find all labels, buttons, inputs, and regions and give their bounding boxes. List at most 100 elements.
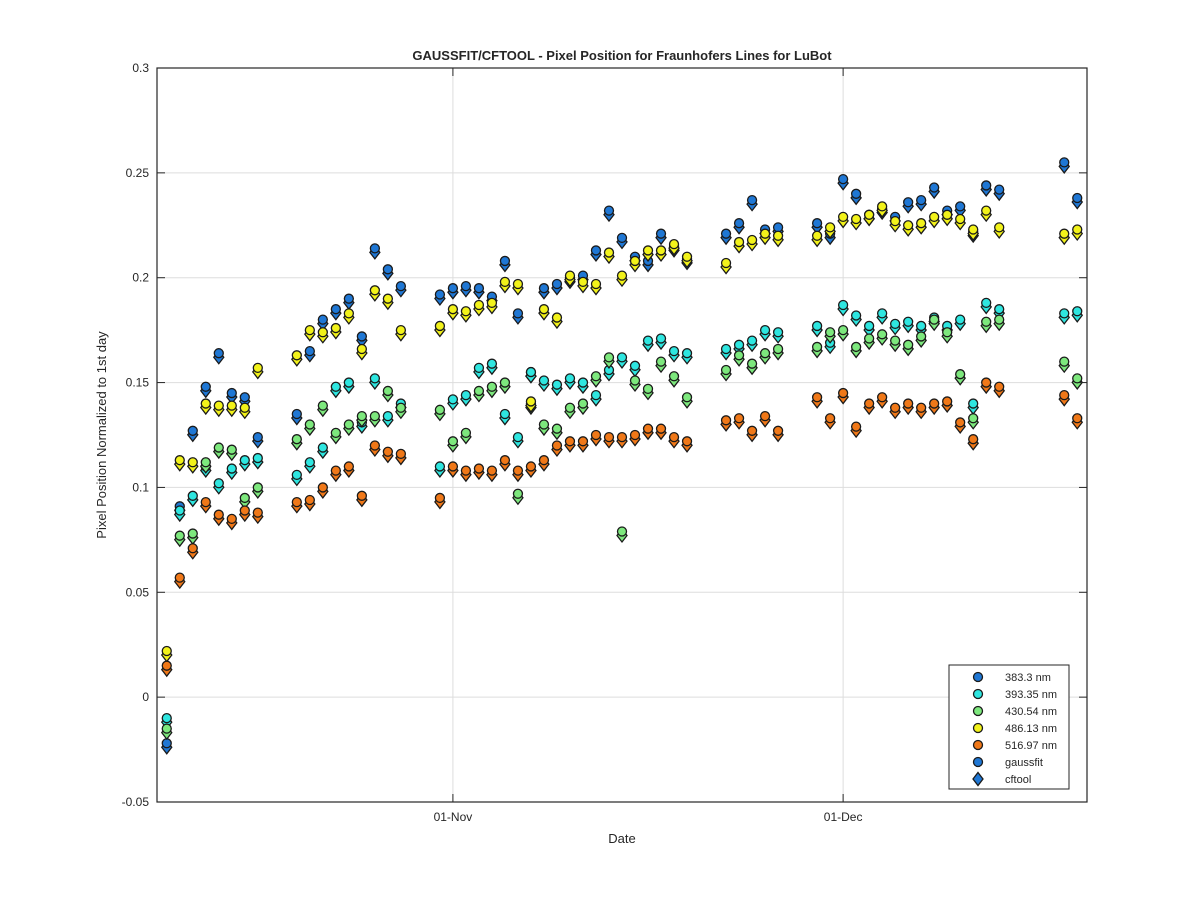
- data-point-gaussfit: [213, 442, 224, 453]
- data-point-gaussfit: [356, 410, 368, 422]
- data-point-gaussfit: [187, 457, 198, 468]
- y-tick-label: 0.05: [126, 585, 150, 599]
- y-axis: -0.05 0 0.05 0.1 0.15 0.2 0.25 0.3: [122, 61, 1087, 809]
- data-point-gaussfit: [668, 345, 680, 357]
- data-point-gaussfit: [733, 236, 745, 248]
- data-point-gaussfit: [1059, 308, 1070, 319]
- data-point-gaussfit: [994, 381, 1005, 392]
- data-point-gaussfit: [343, 377, 355, 388]
- data-point-gaussfit: [616, 232, 628, 244]
- data-point-gaussfit: [551, 278, 563, 290]
- plot-frame: [156, 67, 1088, 803]
- data-point-gaussfit: [929, 211, 940, 223]
- data-point-gaussfit: [161, 660, 172, 671]
- data-point-gaussfit: [955, 201, 966, 212]
- data-point-gaussfit: [304, 324, 315, 336]
- data-point-gaussfit: [460, 280, 472, 292]
- data-point-gaussfit: [538, 375, 550, 386]
- data-point-gaussfit: [577, 276, 589, 288]
- data-point-gaussfit: [955, 314, 966, 325]
- data-point-gaussfit: [304, 457, 315, 468]
- data-point-gaussfit: [903, 220, 914, 231]
- data-point-gaussfit: [733, 339, 745, 350]
- data-point-gaussfit: [174, 455, 185, 466]
- data-point-gaussfit: [577, 436, 589, 447]
- data-point-gaussfit: [200, 381, 211, 392]
- data-point-gaussfit: [226, 400, 237, 411]
- data-point-gaussfit: [889, 215, 901, 227]
- data-point-gaussfit: [811, 320, 823, 332]
- data-point-gaussfit: [447, 461, 459, 472]
- x-tick-label: 01-Nov: [434, 810, 473, 824]
- legend-marker: [972, 771, 984, 787]
- data-point-gaussfit: [863, 333, 875, 344]
- data-point-gaussfit: [929, 398, 940, 409]
- data-point-gaussfit: [916, 402, 927, 413]
- data-point-gaussfit: [486, 381, 498, 392]
- data-point-gaussfit: [395, 402, 407, 413]
- data-point-gaussfit: [681, 251, 693, 262]
- data-point-gaussfit: [213, 400, 224, 411]
- data-point-gaussfit: [746, 194, 758, 206]
- data-point-gaussfit: [226, 463, 237, 474]
- data-point-gaussfit: [642, 245, 654, 256]
- data-point-gaussfit: [525, 461, 537, 472]
- data-point-gaussfit: [668, 431, 680, 443]
- data-point-gaussfit: [447, 304, 459, 315]
- data-point-gaussfit: [929, 182, 940, 193]
- data-point-gaussfit: [473, 463, 485, 474]
- data-point-gaussfit: [512, 308, 524, 319]
- legend-label: gaussfit: [1005, 757, 1043, 769]
- data-point-gaussfit: [512, 465, 524, 476]
- data-point-gaussfit: [981, 316, 992, 327]
- data-point-gaussfit: [746, 358, 758, 369]
- data-point-gaussfit: [369, 440, 381, 451]
- data-point-gaussfit: [473, 283, 485, 294]
- data-point-gaussfit: [239, 455, 250, 466]
- data-point-gaussfit: [187, 543, 198, 554]
- data-point-gaussfit: [200, 457, 211, 468]
- data-point-gaussfit: [994, 314, 1005, 325]
- data-point-gaussfit: [720, 257, 732, 269]
- data-point-gaussfit: [746, 425, 758, 436]
- data-point-gaussfit: [733, 218, 745, 229]
- data-point-gaussfit: [629, 429, 641, 441]
- data-point-gaussfit: [187, 528, 198, 539]
- data-point-gaussfit: [239, 492, 250, 504]
- data-point-gaussfit: [759, 410, 771, 422]
- data-point-gaussfit: [616, 352, 628, 363]
- data-point-gaussfit: [291, 496, 302, 508]
- legend-label: 383.3 nm: [1005, 672, 1051, 684]
- data-point-gaussfit: [434, 289, 446, 300]
- data-point-gaussfit: [837, 299, 849, 311]
- data-point-gaussfit: [499, 255, 511, 267]
- data-point-gaussfit: [317, 314, 328, 325]
- data-point-gaussfit: [655, 423, 667, 434]
- data-point-gaussfit: [929, 314, 940, 325]
- data-point-gaussfit: [564, 402, 576, 413]
- legend-label: 516.97 nm: [1005, 740, 1057, 752]
- data-point-gaussfit: [942, 396, 953, 407]
- data-point-gaussfit: [876, 392, 888, 403]
- data-point-gaussfit: [968, 224, 979, 235]
- data-point-gaussfit: [1072, 192, 1083, 204]
- data-points: [160, 157, 1084, 755]
- data-point-gaussfit: [226, 444, 237, 455]
- y-tick-label: 0.15: [126, 376, 150, 390]
- data-point-gaussfit: [252, 507, 263, 518]
- data-point-gaussfit: [252, 482, 263, 493]
- data-point-gaussfit: [772, 425, 784, 436]
- data-point-gaussfit: [291, 434, 302, 445]
- data-point-gaussfit: [382, 293, 394, 304]
- data-point-gaussfit: [994, 304, 1005, 315]
- data-point-gaussfit: [655, 228, 667, 239]
- data-point-gaussfit: [356, 331, 368, 342]
- data-point-gaussfit: [903, 197, 914, 208]
- data-point-gaussfit: [981, 377, 992, 388]
- data-point-gaussfit: [577, 377, 589, 388]
- data-point-gaussfit: [343, 293, 355, 304]
- data-point-gaussfit: [239, 402, 250, 413]
- data-point-gaussfit: [304, 494, 315, 506]
- data-point-gaussfit: [447, 394, 459, 405]
- data-point-gaussfit: [772, 230, 784, 241]
